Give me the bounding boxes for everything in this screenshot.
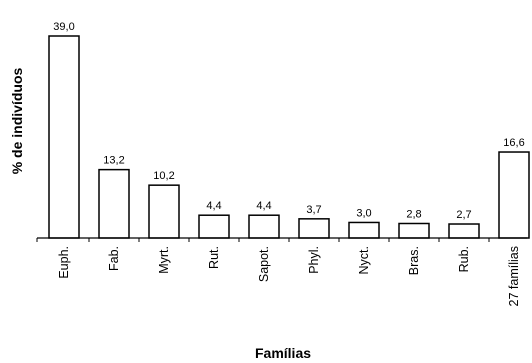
category-label: Bras. [407, 246, 421, 275]
category-label: Myrt. [157, 246, 171, 274]
bar [98, 168, 130, 239]
bar [298, 218, 330, 239]
bar [448, 223, 480, 239]
category-label: Rub. [457, 246, 471, 272]
bar-value-label: 3,0 [356, 207, 371, 219]
bar [248, 214, 280, 239]
bar-value-label: 39,0 [53, 21, 74, 33]
category-labels-group: Euph. Fab. Myrt. Rut. Sapot. Phyl. Nyct. Bras. R… [57, 246, 521, 306]
x-axis-title: Famílias [255, 345, 311, 361]
bar-value-label: 16,6 [503, 137, 524, 149]
bar-value-label: 4,4 [256, 200, 271, 212]
bar [498, 151, 530, 239]
bar [398, 222, 430, 239]
bar-value-label: 2,7 [456, 209, 471, 221]
bars-group [48, 35, 530, 239]
bar [348, 221, 380, 239]
bar-value-label: 10,2 [153, 170, 174, 182]
y-axis-title: % de indivíduos [9, 68, 25, 175]
category-label: Euph. [57, 246, 71, 279]
bar [148, 184, 180, 239]
value-labels-group: 39,0 13,2 10,2 4,4 4,4 3,7 3,0 2,8 2,7 16,6 [53, 21, 524, 221]
category-label: Nyct. [357, 246, 371, 274]
bar-value-label: 4,4 [206, 200, 221, 212]
bar-value-label: 13,2 [103, 155, 124, 167]
x-axis-ticks-group [36, 238, 490, 242]
category-label: 27 famílias [507, 246, 521, 306]
category-label: Phyl. [307, 246, 321, 274]
bar [198, 214, 230, 239]
category-label: Fab. [107, 246, 121, 271]
category-label: Sapot. [257, 246, 271, 282]
category-label: Rut. [207, 246, 221, 269]
bar-value-label: 3,7 [306, 204, 321, 216]
bar-value-label: 2,8 [406, 208, 421, 220]
bar [48, 35, 80, 239]
